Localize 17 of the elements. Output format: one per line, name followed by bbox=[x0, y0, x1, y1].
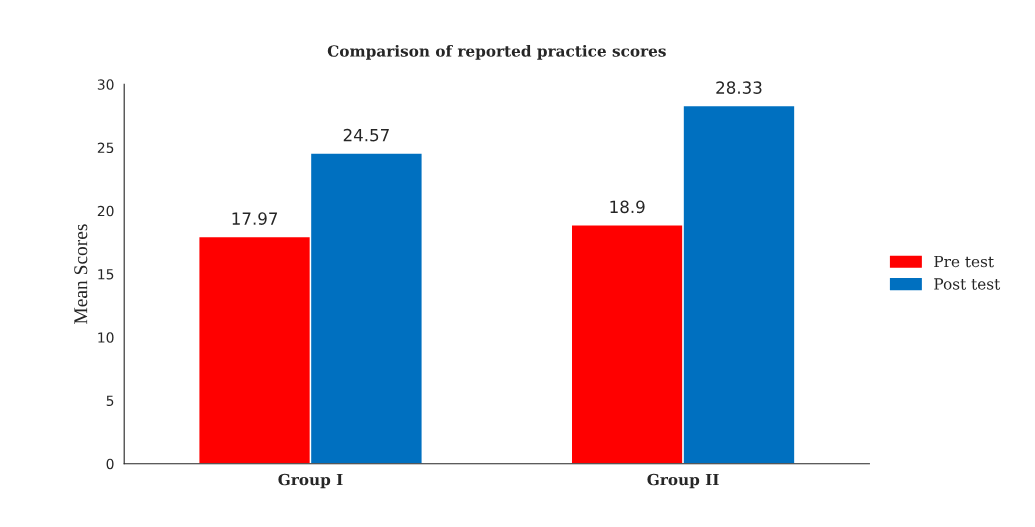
data-label: 18.9 bbox=[610, 200, 645, 214]
data-label: 24.57 bbox=[343, 128, 389, 142]
data-label: 17.97 bbox=[232, 212, 278, 225]
chart-title: Comparison of reported practice scores bbox=[327, 44, 666, 60]
y-axis-title: Mean Scores bbox=[74, 224, 88, 324]
legend-label: Post test bbox=[934, 278, 1001, 290]
y-tick-label: 30 bbox=[97, 79, 114, 90]
y-tick-label: 10 bbox=[98, 332, 114, 343]
legend-label: Pre test bbox=[934, 255, 994, 268]
y-tick-label: 5 bbox=[106, 395, 114, 406]
x-tick-label: Group I bbox=[278, 473, 343, 489]
y-tick-label: 20 bbox=[97, 205, 114, 217]
x-tick-label: Group II bbox=[647, 473, 719, 489]
y-tick-label: 15 bbox=[98, 269, 114, 280]
y-tick-label: 0 bbox=[106, 458, 114, 470]
y-tick-label: 25 bbox=[97, 142, 114, 154]
data-label: 28.33 bbox=[716, 81, 762, 94]
